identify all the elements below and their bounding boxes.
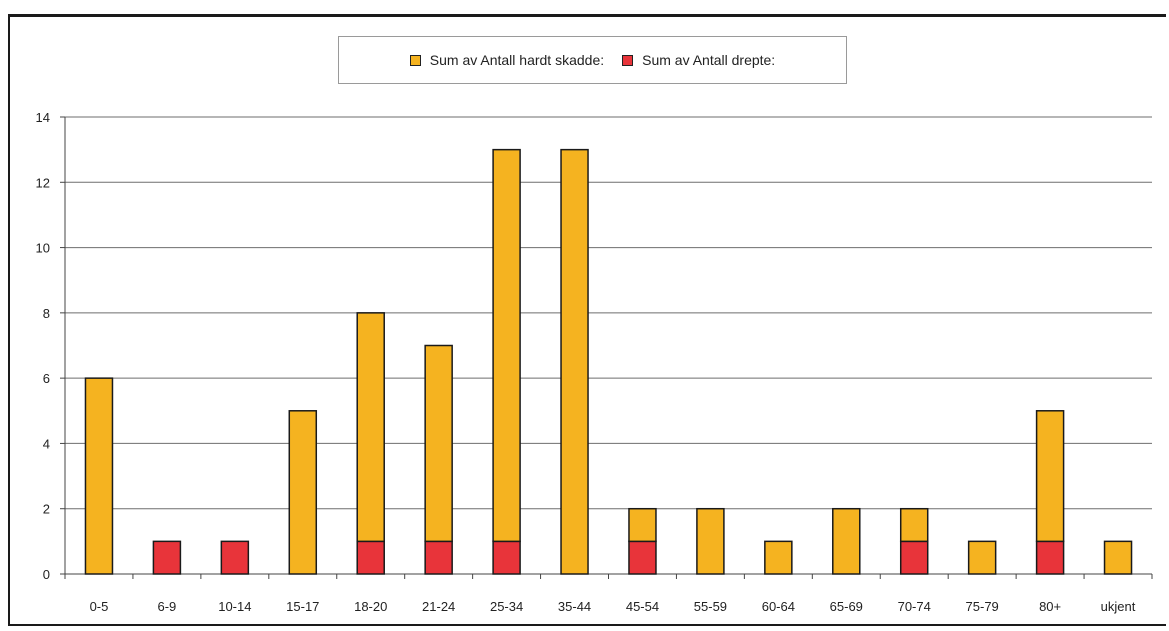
y-tick-label-8: 8	[43, 306, 50, 321]
bar-hardt-skadde-65-69	[832, 507, 861, 575]
y-tick-label-6: 6	[43, 371, 50, 386]
bar-hardt-skadde-15-17	[288, 410, 318, 575]
legend-item-drepte: Sum av Antall drepte:	[622, 52, 775, 68]
bar-hardt-skadde-70-74	[899, 507, 929, 543]
bar-hardt-skadde-60-64	[764, 540, 793, 575]
x-tick-label-ukjent: ukjent	[1101, 599, 1136, 614]
bar-hardt-skadde-45-54	[628, 507, 657, 543]
bar-drepte-10-14	[220, 540, 250, 575]
x-tick-label-18-20: 18-20	[354, 599, 387, 614]
bar-drepte-21-24	[424, 540, 453, 575]
bar-hardt-skadde-18-20	[356, 312, 385, 543]
legend-item-hardt-skadde: Sum av Antall hardt skadde:	[409, 52, 605, 68]
y-tick-label-0: 0	[43, 567, 50, 582]
x-tick-label-35-44: 35-44	[558, 599, 591, 614]
x-tick-label-80+: 80+	[1039, 599, 1061, 614]
x-tick-label-21-24: 21-24	[422, 599, 455, 614]
y-tick-label-2: 2	[43, 502, 50, 517]
x-tick-label-65-69: 65-69	[830, 599, 863, 614]
bar-hardt-skadde-75-79	[967, 540, 997, 575]
legend-swatch-drepte	[622, 54, 634, 66]
bar-hardt-skadde-35-44	[560, 148, 589, 575]
bar-drepte-80+	[1035, 540, 1065, 575]
y-tick-label-4: 4	[43, 436, 50, 451]
x-tick-label-6-9: 6-9	[158, 599, 177, 614]
x-tick-label-55-59: 55-59	[694, 599, 727, 614]
x-tick-label-15-17: 15-17	[286, 599, 319, 614]
bar-hardt-skadde-55-59	[696, 507, 725, 575]
x-tick-label-10-14: 10-14	[218, 599, 251, 614]
legend: Sum av Antall hardt skadde: Sum av Antal…	[338, 36, 847, 84]
x-tick-label-25-34: 25-34	[490, 599, 523, 614]
y-tick-label-12: 12	[36, 175, 50, 190]
y-tick-label-10: 10	[36, 241, 50, 256]
bar-hardt-skadde-21-24	[424, 344, 453, 543]
x-tick-label-75-79: 75-79	[966, 599, 999, 614]
x-tick-label-0-5: 0-5	[90, 599, 109, 614]
y-tick-label-14: 14	[36, 110, 50, 125]
bar-drepte-25-34	[492, 540, 521, 575]
bar-hardt-skadde-0-5	[84, 377, 114, 575]
bar-drepte-45-54	[628, 540, 657, 575]
x-tick-label-45-54: 45-54	[626, 599, 659, 614]
legend-label-hardt-skadde: Sum av Antall hardt skadde:	[429, 52, 605, 68]
bar-drepte-6-9	[152, 540, 182, 575]
bar-hardt-skadde-80+	[1035, 410, 1065, 543]
bar-drepte-18-20	[356, 540, 385, 575]
legend-swatch-hardt-skadde	[409, 54, 421, 66]
bar-hardt-skadde-25-34	[492, 148, 521, 543]
x-tick-label-70-74: 70-74	[898, 599, 931, 614]
x-tick-label-60-64: 60-64	[762, 599, 795, 614]
bar-drepte-70-74	[899, 540, 929, 575]
bar-hardt-skadde-ukjent	[1103, 540, 1133, 575]
legend-label-drepte: Sum av Antall drepte:	[642, 52, 776, 68]
